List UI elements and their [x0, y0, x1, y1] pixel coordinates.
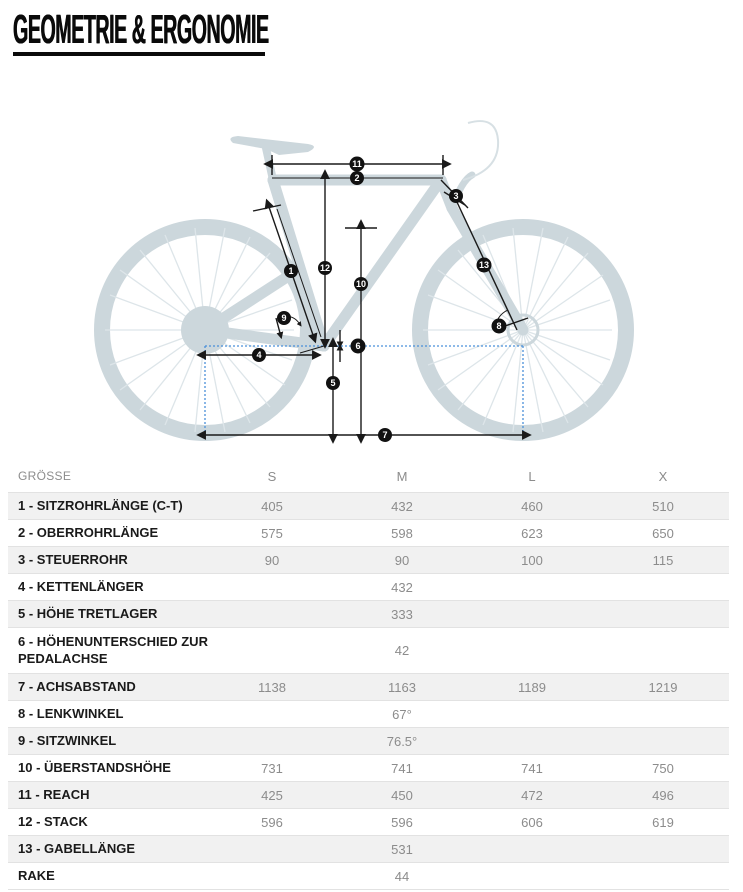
svg-text:4: 4 — [256, 350, 261, 360]
svg-text:5: 5 — [330, 378, 335, 388]
svg-text:9: 9 — [281, 313, 286, 323]
svg-text:2: 2 — [354, 173, 359, 183]
svg-text:11: 11 — [352, 159, 362, 169]
svg-text:3: 3 — [453, 191, 458, 201]
svg-text:12: 12 — [320, 263, 330, 273]
svg-text:1: 1 — [288, 266, 293, 276]
svg-text:13: 13 — [479, 260, 489, 270]
svg-text:10: 10 — [356, 279, 366, 289]
svg-text:7: 7 — [382, 430, 387, 440]
svg-text:6: 6 — [355, 341, 360, 351]
svg-text:8: 8 — [496, 321, 501, 331]
